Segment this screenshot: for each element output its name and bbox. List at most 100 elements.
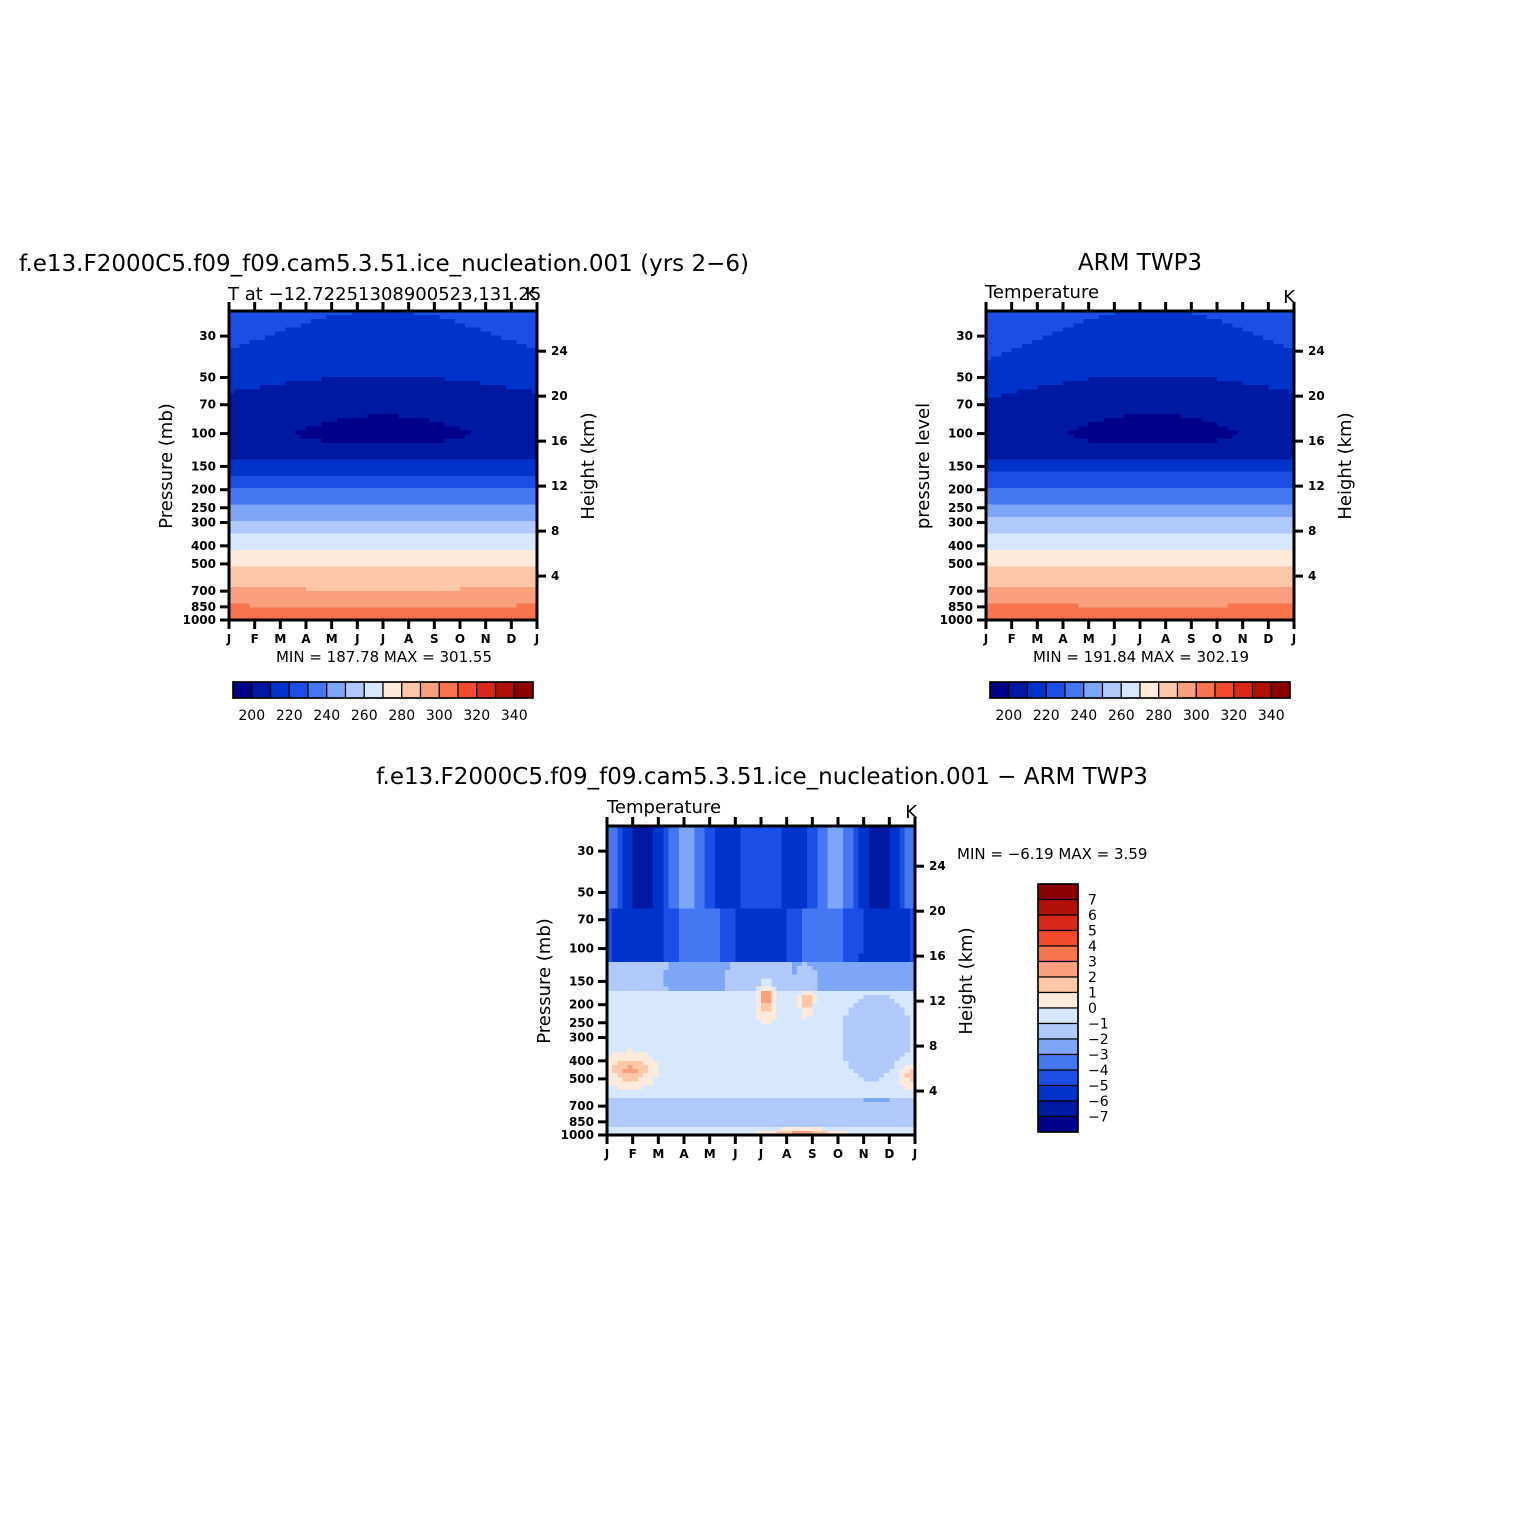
contour-cell (465, 409, 471, 415)
contour-cell (367, 554, 374, 559)
contour-cell (352, 467, 358, 473)
contour-cell (244, 368, 251, 374)
contour-cell (388, 343, 394, 349)
contour-cell (480, 451, 487, 456)
contour-cell (229, 389, 235, 394)
contour-cell (264, 549, 271, 555)
contour-cell (454, 517, 461, 522)
contour-cell (383, 315, 389, 320)
contour-cell (357, 471, 364, 477)
contour-cell (470, 426, 476, 432)
contour-cell (526, 475, 533, 481)
contour-cell (285, 508, 292, 514)
contour-cell (1073, 323, 1079, 329)
contour-cell (531, 385, 538, 390)
contour-cell (439, 360, 446, 366)
contour-cell (403, 562, 410, 568)
contour-cell (408, 348, 415, 353)
contour-cell (470, 574, 476, 580)
colorbar-swatch (307, 681, 328, 699)
contour-cell (321, 578, 328, 584)
contour-cell (280, 372, 287, 378)
contour-cell (331, 442, 338, 448)
contour-cell (1027, 315, 1033, 320)
contour-cell (347, 467, 353, 473)
contour-cell (470, 319, 476, 324)
contour-cell (475, 335, 482, 341)
contour-cell (511, 397, 518, 403)
contour-cell (531, 492, 538, 497)
contour-cell (249, 414, 256, 419)
contour-cell (326, 615, 333, 621)
contour-cell (1104, 315, 1110, 320)
contour-cell (434, 541, 441, 547)
contour-cell (398, 587, 405, 592)
contour-cell (393, 512, 399, 518)
contour-cell (1160, 331, 1167, 337)
contour-cell (506, 335, 512, 341)
contour-cell (460, 484, 466, 489)
contour-cell (290, 352, 297, 357)
contour-cell (357, 343, 364, 349)
contour-cell (393, 434, 399, 440)
contour-cell (326, 331, 333, 337)
contour-cell (377, 587, 384, 592)
contour-cell (383, 603, 389, 609)
contour-cell (316, 409, 322, 415)
contour-cell (485, 611, 492, 617)
contour-cell (362, 459, 369, 465)
contour-cell (444, 591, 451, 596)
contour-cell (490, 422, 497, 427)
contour-cell (449, 385, 456, 390)
x-tick-label: M (274, 632, 286, 646)
contour-cell (485, 492, 492, 497)
contour-cell (413, 582, 420, 588)
contour-cell (229, 385, 235, 390)
contour-cell (991, 331, 997, 337)
contour-cell (244, 512, 251, 518)
contour-cell (511, 372, 518, 378)
contour-cell (270, 401, 276, 407)
contour-cell (465, 533, 471, 539)
contour-cell (429, 323, 435, 329)
contour-cell (1186, 323, 1192, 329)
contour-cell (311, 315, 317, 320)
contour-cell (1273, 331, 1280, 337)
contour-cell (357, 558, 364, 563)
contour-cell (239, 484, 245, 489)
contour-cell (244, 319, 251, 324)
y-right-tick-label: 8 (551, 524, 559, 538)
contour-cell (341, 451, 348, 456)
contour-cell (501, 558, 507, 563)
contour-cell (259, 554, 266, 559)
contour-fill (986, 311, 1295, 621)
contour-cell (352, 430, 358, 436)
contour-cell (449, 381, 456, 386)
contour-cell (516, 521, 523, 526)
contour-cell (408, 426, 415, 432)
contour-cell (336, 356, 343, 362)
contour-cell (377, 409, 384, 415)
contour-cell (398, 500, 405, 506)
contour-cell (408, 549, 415, 555)
contour-cell (449, 331, 456, 337)
contour-cell (429, 430, 435, 436)
contour-cell (485, 446, 492, 452)
contour-cell (475, 508, 482, 514)
contour-cell (531, 430, 538, 436)
contour-cell (259, 430, 266, 436)
contour-cell (470, 372, 476, 378)
contour-cell (377, 426, 384, 432)
contour-cell (336, 595, 343, 600)
contour-cell (403, 393, 410, 399)
contour-cell (377, 364, 384, 370)
contour-cell (501, 479, 507, 485)
contour-cell (991, 311, 997, 316)
contour-cell (454, 611, 461, 617)
contour-cell (254, 558, 261, 563)
contour-cell (398, 582, 405, 588)
contour-cell (290, 558, 297, 563)
contour-cell (1016, 319, 1023, 324)
contour-cell (372, 562, 379, 568)
contour-cell (259, 521, 266, 526)
